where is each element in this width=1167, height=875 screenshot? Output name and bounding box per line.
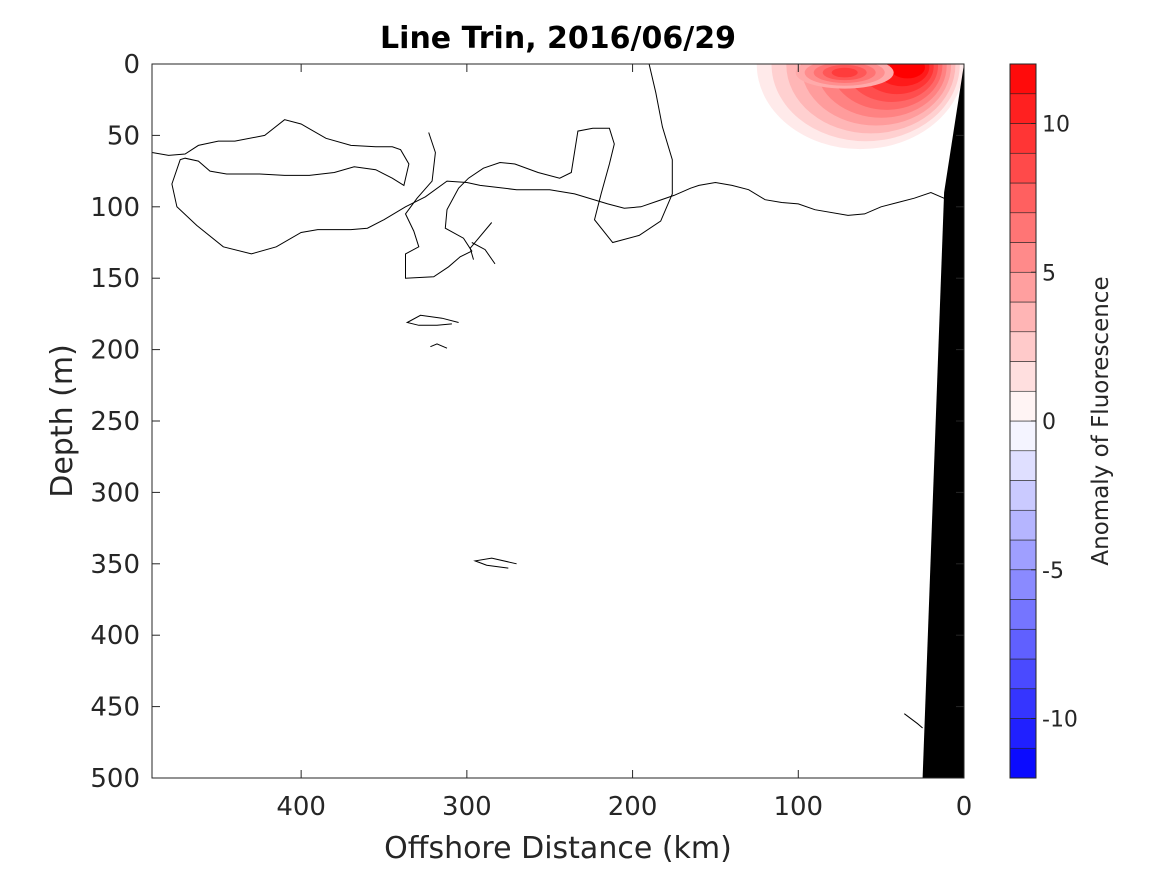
y-tick-label: 250 bbox=[90, 407, 140, 437]
colorbar-swatch bbox=[1009, 420, 1037, 452]
colorbar-swatch bbox=[1009, 182, 1037, 214]
y-tick-label: 200 bbox=[90, 336, 140, 366]
plot-area bbox=[152, 64, 964, 778]
contour-line bbox=[963, 777, 964, 778]
y-tick-label: 300 bbox=[90, 478, 140, 508]
colorbar-swatch bbox=[1009, 301, 1037, 333]
x-tick-label: 400 bbox=[276, 792, 326, 822]
colorbar-swatch bbox=[1009, 390, 1037, 422]
bathymetry-layer bbox=[922, 64, 964, 778]
contour-line bbox=[471, 242, 496, 265]
contour-line bbox=[405, 314, 459, 326]
colorbar-swatch bbox=[1009, 271, 1037, 303]
colorbar-swatch bbox=[1009, 539, 1037, 571]
y-tick-label: 100 bbox=[90, 193, 140, 223]
x-tick-label: 0 bbox=[956, 792, 973, 822]
contour-line bbox=[469, 222, 493, 260]
colorbar-swatch bbox=[1009, 480, 1037, 511]
bathymetry-fill bbox=[922, 64, 964, 778]
colorbar-swatch bbox=[1009, 658, 1037, 690]
y-tick-label: 150 bbox=[90, 264, 140, 294]
colorbar-tick-label: -10 bbox=[1042, 708, 1078, 733]
y-tick-label: 400 bbox=[90, 621, 140, 651]
colorbar-swatch bbox=[1009, 747, 1037, 779]
colorbar-swatch bbox=[1009, 212, 1037, 243]
anomaly-band bbox=[831, 67, 858, 78]
x-tick-label: 300 bbox=[442, 792, 492, 822]
contour-line bbox=[404, 64, 673, 279]
contour-line bbox=[473, 557, 517, 569]
x-ticks-layer: 400 300 200 100 0 bbox=[276, 64, 972, 822]
colorbar-swatch bbox=[1009, 599, 1037, 630]
colorbar-swatch bbox=[1009, 450, 1037, 481]
anomaly-layer bbox=[756, 64, 964, 150]
colorbar-swatch bbox=[1009, 361, 1037, 392]
anomaly-band bbox=[889, 64, 925, 79]
colorbar-tick-label: 10 bbox=[1042, 113, 1070, 138]
colorbar-swatch bbox=[1009, 123, 1037, 154]
x-tick-label: 100 bbox=[773, 792, 823, 822]
x-tick-label: 200 bbox=[608, 792, 658, 822]
colorbar-tick-label: -5 bbox=[1042, 559, 1064, 584]
colorbar-swatch bbox=[1009, 569, 1037, 600]
colorbar-swatch bbox=[1009, 242, 1037, 273]
y-tick-label: 0 bbox=[123, 50, 140, 80]
y-tick-label: 500 bbox=[90, 764, 140, 794]
colorbar: -10 -5 0 5 10 bbox=[1009, 63, 1078, 779]
colorbar-swatch bbox=[1009, 331, 1037, 362]
colorbar-swatch bbox=[1009, 688, 1037, 719]
x-axis-label: Offshore Distance (km) bbox=[384, 831, 732, 866]
colorbar-swatch bbox=[1009, 63, 1037, 95]
contour-layer bbox=[152, 64, 964, 778]
y-axis-label: Depth (m) bbox=[45, 344, 80, 498]
colorbar-swatch bbox=[1009, 718, 1037, 749]
colorbar-tick-label: 0 bbox=[1042, 410, 1056, 435]
y-ticks-layer: 0 50 100 150 200 250 300 350 400 450 500 bbox=[90, 50, 964, 794]
y-tick-label: 50 bbox=[107, 121, 140, 151]
colorbar-swatch bbox=[1009, 93, 1037, 124]
contour-line bbox=[903, 713, 923, 729]
chart-title: Line Trin, 2016/06/29 bbox=[380, 21, 736, 56]
colorbar-swatch bbox=[1009, 509, 1037, 541]
colorbar-swatch bbox=[1009, 628, 1037, 660]
colorbar-tick-label: 5 bbox=[1042, 261, 1056, 286]
colorbar-label: Anomaly of Fluorescence bbox=[1088, 276, 1114, 565]
y-tick-label: 350 bbox=[90, 550, 140, 580]
colorbar-swatch bbox=[1009, 152, 1037, 184]
contour-line bbox=[152, 119, 964, 255]
contour-line bbox=[430, 343, 448, 349]
y-tick-label: 450 bbox=[90, 693, 140, 723]
